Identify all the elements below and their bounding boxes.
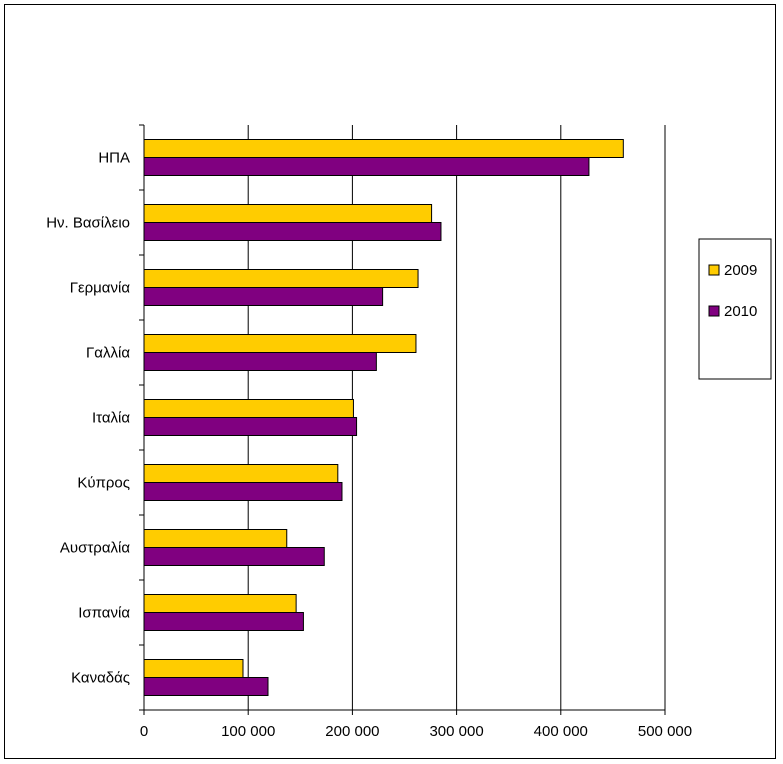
category-label: Ην. Βασίλειο — [46, 215, 130, 232]
bar-2009-0 — [143, 139, 624, 158]
x-tick-label: 500 000 — [638, 723, 692, 740]
category-label: Ισπανία — [78, 605, 130, 622]
bar-2009-4 — [143, 399, 354, 418]
x-tick-label: 300 000 — [429, 723, 483, 740]
bar-2010-7 — [143, 612, 304, 631]
legend-label-2010: 2010 — [724, 303, 757, 320]
x-tick-label: 100 000 — [221, 723, 275, 740]
bar-2009-7 — [143, 594, 297, 613]
bar-chart: 0 100 000 200 000 300 000 400 000 500 000 ΗΠΑ Η… — [46, 124, 772, 741]
x-tick-label: 400 000 — [534, 723, 588, 740]
bar-2010-2 — [143, 287, 384, 306]
bars — [143, 139, 624, 696]
bar-2009-8 — [143, 659, 244, 678]
axis-labels: 0 100 000 200 000 300 000 400 000 500 000 ΗΠΑ Η… — [46, 150, 692, 741]
x-tick-label: 0 — [140, 723, 148, 740]
legend-swatch-2009 — [708, 264, 720, 276]
legend-swatch-2010 — [708, 305, 720, 317]
category-label: Αυστραλία — [60, 540, 130, 557]
category-label: ΗΠΑ — [98, 150, 130, 167]
bar-2010-5 — [143, 482, 343, 501]
bar-2010-0 — [143, 157, 590, 176]
category-label: Γερμανία — [70, 280, 131, 297]
legend: 2009 2010 — [698, 238, 772, 380]
bar-2009-1 — [143, 204, 433, 223]
legend-label-2009: 2009 — [724, 262, 757, 279]
bar-2010-4 — [143, 417, 358, 436]
bar-2009-3 — [143, 334, 417, 353]
bar-2010-3 — [143, 352, 377, 371]
bar-2010-1 — [143, 222, 442, 241]
category-label: Κύπρος — [77, 475, 130, 492]
bar-2009-2 — [143, 269, 419, 288]
bar-2009-5 — [143, 464, 339, 483]
bar-2010-6 — [143, 547, 325, 566]
bar-2010-8 — [143, 677, 269, 696]
x-tick-label: 200 000 — [325, 723, 379, 740]
category-label: Καναδάς — [71, 670, 130, 687]
category-label: Γαλλία — [86, 345, 130, 362]
category-label: Ιταλία — [92, 410, 130, 427]
bar-2009-6 — [143, 529, 288, 548]
chart-frame: 0 100 000 200 000 300 000 400 000 500 000 ΗΠΑ Η… — [4, 4, 776, 759]
